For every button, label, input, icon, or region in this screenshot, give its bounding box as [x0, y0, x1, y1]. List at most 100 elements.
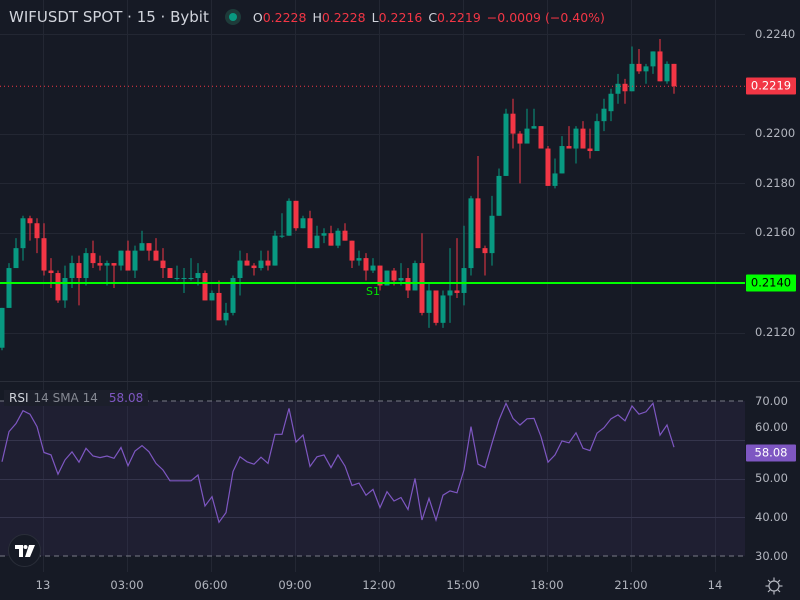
symbol-title[interactable]: WIFUSDT SPOT · 15 · Bybit [9, 8, 209, 26]
time-tick: 15:00 [446, 578, 480, 592]
candle [34, 218, 40, 254]
candle-body [90, 253, 96, 264]
candle [468, 195, 474, 276]
candle [419, 233, 425, 316]
candle [377, 265, 383, 291]
candle [300, 215, 306, 229]
candle-body [447, 290, 453, 296]
candle [510, 98, 516, 149]
candle-body [265, 260, 271, 266]
candle [41, 223, 47, 276]
candle [167, 268, 173, 279]
chart-legend: WIFUSDT SPOT · 15 · Bybit O0.2228 H0.222… [9, 7, 605, 27]
candle [594, 113, 600, 152]
candle-body [27, 218, 33, 224]
candle-body [398, 278, 404, 281]
candle [503, 108, 509, 176]
candle [76, 255, 82, 306]
candle [356, 250, 362, 266]
candle [209, 290, 215, 301]
candle [657, 38, 663, 82]
candle [0, 307, 5, 351]
candle-body [139, 243, 145, 251]
candle [321, 228, 327, 244]
candle [650, 51, 656, 74]
candle [643, 63, 649, 84]
candle-body [657, 51, 663, 82]
rsi-tick: 50.00 [755, 471, 788, 485]
candle-body [391, 270, 397, 281]
candle [118, 250, 124, 271]
candle-body [503, 113, 509, 176]
candle-body [377, 265, 383, 286]
candle [174, 265, 180, 281]
candle-body [237, 260, 243, 279]
candle [440, 290, 446, 328]
candle-body [349, 240, 355, 261]
candle [202, 270, 208, 301]
candle [524, 108, 530, 144]
rsi-title: RSI [9, 391, 29, 405]
candle [314, 225, 320, 249]
price-tick: 0.2180 [755, 176, 796, 190]
candle [496, 168, 502, 216]
candle-body [69, 263, 75, 279]
candle-body [223, 312, 229, 321]
candle-body [118, 250, 124, 266]
candle-body [209, 292, 215, 301]
candle [608, 88, 614, 122]
candle-body [111, 263, 117, 266]
candle-body [461, 268, 467, 293]
gear-icon[interactable] [765, 577, 783, 595]
candle-body [468, 198, 474, 269]
candle [258, 250, 264, 271]
candle-body [384, 270, 390, 286]
candle-body [146, 243, 152, 251]
candle-body [405, 278, 411, 291]
candle [664, 61, 670, 84]
tradingview-logo[interactable] [8, 534, 41, 567]
candle [223, 302, 229, 326]
candle [461, 225, 467, 306]
candle-body [230, 278, 236, 313]
candle [90, 240, 96, 269]
candle [188, 258, 194, 281]
candle-body [321, 233, 327, 236]
candle-body [251, 265, 257, 269]
candle [293, 200, 299, 231]
candle [279, 213, 285, 239]
time-tick: 12:00 [362, 578, 396, 592]
candle-body [650, 51, 656, 67]
candle-body [202, 273, 208, 301]
rsi-legend[interactable]: RSI 14 SMA 14 58.08 [4, 390, 149, 406]
low-value: L0.2216 [371, 9, 423, 25]
candle [20, 215, 26, 261]
candle [475, 156, 481, 249]
candle [328, 225, 334, 246]
candle-body [419, 263, 425, 313]
candle-body [664, 63, 670, 82]
candle [335, 228, 341, 249]
candle [62, 265, 68, 308]
candle [447, 248, 453, 323]
candle-body [125, 250, 131, 271]
time-tick: 03:00 [110, 578, 144, 592]
candle-body [307, 218, 313, 249]
rsi-value-tag: 58.08 [746, 444, 796, 462]
candle-body [55, 273, 61, 301]
high-value: H0.2228 [312, 9, 366, 25]
rsi-params: 14 SMA 14 [33, 391, 98, 405]
candle-body [97, 263, 103, 266]
market-status-icon[interactable] [224, 9, 241, 25]
candle-body [34, 223, 40, 239]
candle [398, 263, 404, 286]
candle-body [293, 200, 299, 229]
rsi-reference-lines [0, 400, 745, 557]
candle [55, 270, 61, 303]
candle-body [601, 108, 607, 122]
candle-body [622, 83, 628, 92]
candle [545, 146, 551, 186]
candle [517, 131, 523, 184]
candle [363, 253, 369, 281]
